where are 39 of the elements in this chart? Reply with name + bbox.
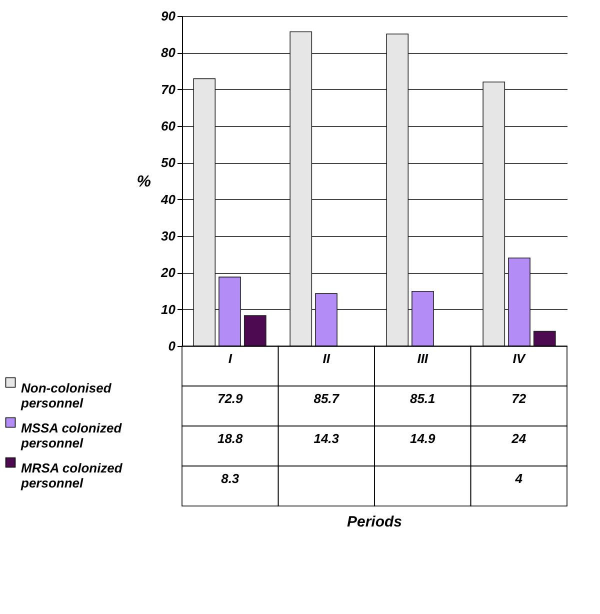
y-tick-label: 30 [161,228,176,244]
bar [244,315,266,346]
y-tick-label: 50 [161,155,176,170]
data-label: 72 [512,391,527,406]
bar [533,330,556,346]
text: Periods [346,513,402,530]
bar [412,290,434,346]
y-tick-label: 90 [161,8,176,24]
data-label: 8.3 [221,471,240,486]
y-tick-label: 40 [160,192,176,207]
bar [508,258,530,346]
y-tick-label: 0 [168,338,176,354]
y-tick-label: 10 [161,302,176,317]
x-tick-label: IV [512,351,526,366]
data-label: 4 [514,471,524,486]
data-label: 14.3 [314,431,340,446]
x-tick-label: II [322,351,330,366]
data-label: 85.1 [410,391,436,406]
y-tick-label: 60 [161,118,176,134]
legend-label: MSSA colonized personnel [20,420,123,450]
bar [193,78,216,346]
data-label: 14.9 [410,431,436,446]
x-tick-label: III [417,351,428,366]
data-label: 72.9 [217,391,244,406]
legend-label: MRSA colonized personnel [20,460,124,490]
legend-label: Non-colonised personnel [20,380,112,410]
y-tick-label: 20 [160,265,176,280]
x-tick-label: I [228,351,232,366]
data-label: 24 [510,431,527,446]
bar [218,276,241,346]
data-label: 85.7 [314,391,340,406]
y-axis-title: % [136,174,152,190]
bar [386,34,409,346]
bar [482,82,506,346]
bar [315,293,338,346]
data-label: 18.8 [217,431,244,446]
y-tick-label: 80 [161,45,176,60]
y-tick-label: 70 [161,82,176,97]
bar [290,31,312,346]
